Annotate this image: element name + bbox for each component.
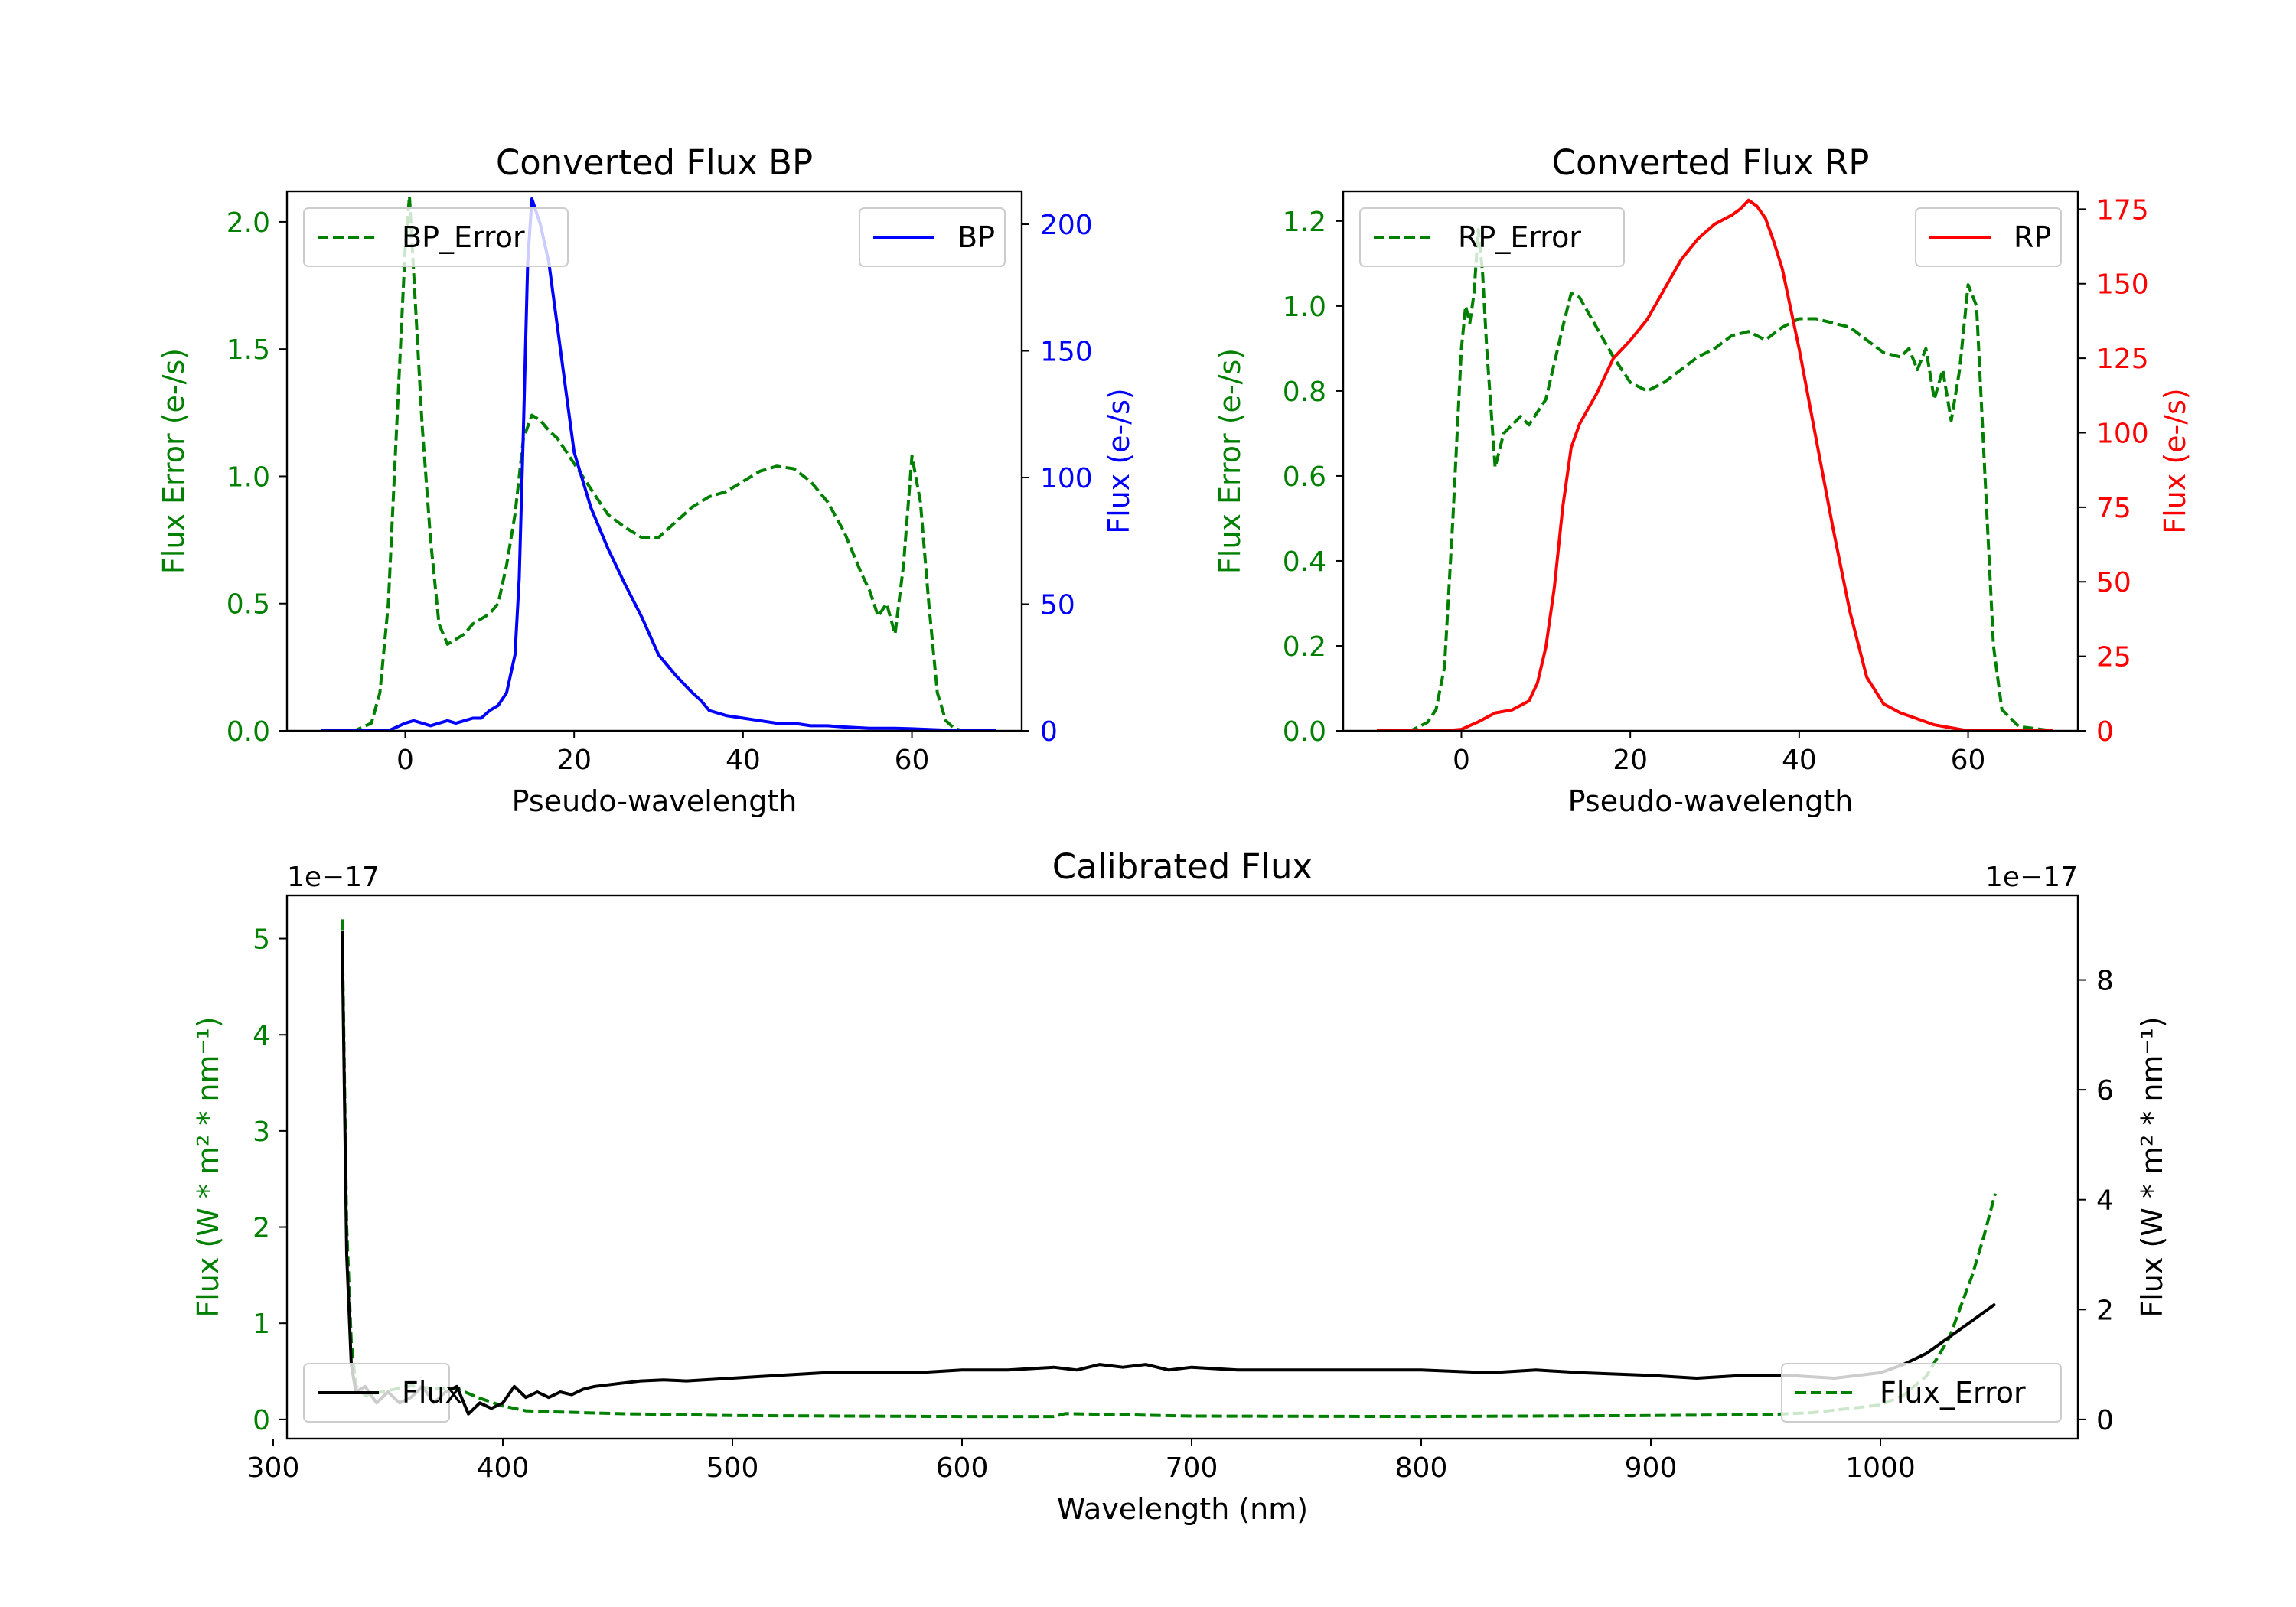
y-left-tick-label: 3 — [253, 1116, 270, 1148]
series-line-bp-error — [321, 194, 996, 731]
y-right-tick-label: 175 — [2096, 194, 2149, 226]
plot-area — [321, 194, 996, 731]
legend-flux-error: Flux_Error — [1781, 1363, 2062, 1423]
x-tick-label: 500 — [706, 1452, 759, 1484]
y-left-tick-label: 0.2 — [1283, 631, 1326, 663]
x-tick-label: 700 — [1166, 1452, 1218, 1484]
legend-rp: RP — [1915, 207, 2062, 267]
x-tick-label: 900 — [1625, 1452, 1678, 1484]
y-right-tick-label: 4 — [2096, 1185, 2114, 1217]
y-right-tick-label: 150 — [1040, 337, 1093, 368]
y-right-tick-label: 100 — [2096, 418, 2149, 449]
x-tick-label: 400 — [477, 1452, 530, 1484]
x-tick-label: 20 — [556, 745, 592, 776]
y-left-tick-label: 1.0 — [227, 461, 270, 493]
axes-frame — [285, 894, 2079, 1440]
y-right-tick-label: 50 — [2096, 567, 2131, 598]
y-left-tick-label: 0.0 — [1283, 716, 1326, 748]
x-axis-label: Pseudo-wavelength — [1568, 784, 1854, 818]
y-left-tick-label: 0 — [253, 1405, 270, 1436]
series-line-bp — [321, 197, 996, 731]
y-left-tick-label: 1.2 — [1283, 207, 1326, 238]
chart-title: Converted Flux BP — [496, 142, 813, 183]
x-tick-label: 60 — [1951, 745, 1986, 776]
y-left-tick-label: 0.4 — [1283, 546, 1326, 578]
x-tick-label: 20 — [1613, 745, 1648, 776]
x-tick-label: 40 — [726, 745, 761, 776]
legend-label: RP_Error — [1458, 220, 1581, 254]
y-left-offset-label: 1e−17 — [287, 862, 380, 893]
y-left-axis-label: Flux Error (e-/s) — [157, 348, 191, 574]
x-tick-label: 60 — [895, 745, 930, 776]
y-right-tick-label: 25 — [2096, 642, 2131, 673]
y-left-tick-label: 0.6 — [1283, 461, 1326, 493]
legend-label: RP — [2014, 220, 2051, 254]
y-right-tick-label: 125 — [2096, 344, 2149, 375]
y-left-tick-label: 5 — [253, 924, 270, 956]
series-line-rp — [1377, 198, 2053, 731]
y-right-tick-label: 0 — [2096, 716, 2114, 748]
legend-label: BP — [957, 220, 995, 254]
y-left-tick-label: 1 — [253, 1309, 270, 1340]
chart-title: Converted Flux RP — [1552, 142, 1870, 183]
y-right-tick-label: 2 — [2096, 1295, 2114, 1326]
y-left-tick-label: 4 — [253, 1020, 270, 1051]
x-tick-label: 0 — [396, 745, 414, 776]
x-tick-label: 600 — [936, 1452, 989, 1484]
legend-bp-error: BP_Error — [303, 207, 569, 267]
y-left-tick-label: 0.0 — [227, 716, 270, 748]
y-right-tick-label: 200 — [1040, 210, 1093, 241]
legend-label: Flux — [402, 1376, 462, 1410]
x-tick-label: 800 — [1395, 1452, 1448, 1484]
legend-rp-error: RP_Error — [1359, 207, 1625, 267]
chart-converted-flux-rp: 0 20 40 60 0.0 0.2 0.4 0.6 0.8 1.0 1.2 0 25 50 75 100 12… — [1213, 142, 2192, 818]
y-right-tick-label: 0 — [2096, 1405, 2114, 1436]
y-right-tick-label: 6 — [2096, 1075, 2114, 1107]
y-left-axis-label: Flux Error (e-/s) — [1213, 348, 1247, 574]
legend-label: Flux_Error — [1880, 1376, 2026, 1410]
x-axis-label: Wavelength (nm) — [1057, 1492, 1308, 1526]
y-right-axis-label: Flux (e-/s) — [2158, 388, 2192, 533]
y-right-tick-label: 8 — [2096, 966, 2114, 997]
plot-area — [1377, 198, 2053, 731]
series-line-rp-error — [1377, 228, 2053, 731]
y-left-tick-label: 2.0 — [227, 207, 270, 239]
y-right-tick-label: 100 — [1040, 463, 1093, 494]
y-left-tick-label: 2 — [253, 1213, 270, 1244]
y-right-axis-label: Flux (e-/s) — [1102, 388, 1136, 533]
y-right-axis-label: Flux (W * m² * nm⁻¹) — [2135, 1016, 2169, 1317]
chart-converted-flux-bp: 0 20 40 60 0.0 0.5 1.0 1.5 2.0 0 50 100 150 200 Conver… — [157, 142, 1136, 818]
chart-calibrated-flux: 300 400 500 600 700 800 900 1000 0 1 2 3 4 5 0 2 4 6 8 Cali… — [191, 846, 2169, 1526]
y-right-tick-label: 75 — [2096, 493, 2131, 524]
y-right-tick-label: 50 — [1040, 590, 1075, 621]
x-axis-label: Pseudo-wavelength — [512, 784, 797, 818]
axes-frame — [1342, 190, 2079, 732]
y-left-tick-label: 1.0 — [1283, 292, 1326, 323]
y-left-tick-label: 0.5 — [227, 589, 270, 621]
y-right-tick-label: 150 — [2096, 269, 2149, 301]
x-tick-label: 300 — [247, 1452, 300, 1484]
y-left-axis-label: Flux (W * m² * nm⁻¹) — [191, 1016, 225, 1317]
y-left-tick-label: 1.5 — [227, 334, 270, 366]
legend-label: BP_Error — [402, 220, 525, 254]
chart-title: Calibrated Flux — [1052, 846, 1313, 887]
x-tick-label: 40 — [1782, 745, 1817, 776]
y-left-tick-label: 0.8 — [1283, 376, 1326, 408]
legend-bp: BP — [859, 207, 1006, 267]
legend-flux: Flux — [303, 1363, 462, 1423]
x-tick-label: 1000 — [1845, 1452, 1916, 1484]
x-tick-label: 0 — [1453, 745, 1470, 776]
y-right-tick-label: 0 — [1040, 716, 1058, 748]
y-right-offset-label: 1e−17 — [1985, 862, 2078, 893]
axes-frame — [285, 190, 1023, 732]
